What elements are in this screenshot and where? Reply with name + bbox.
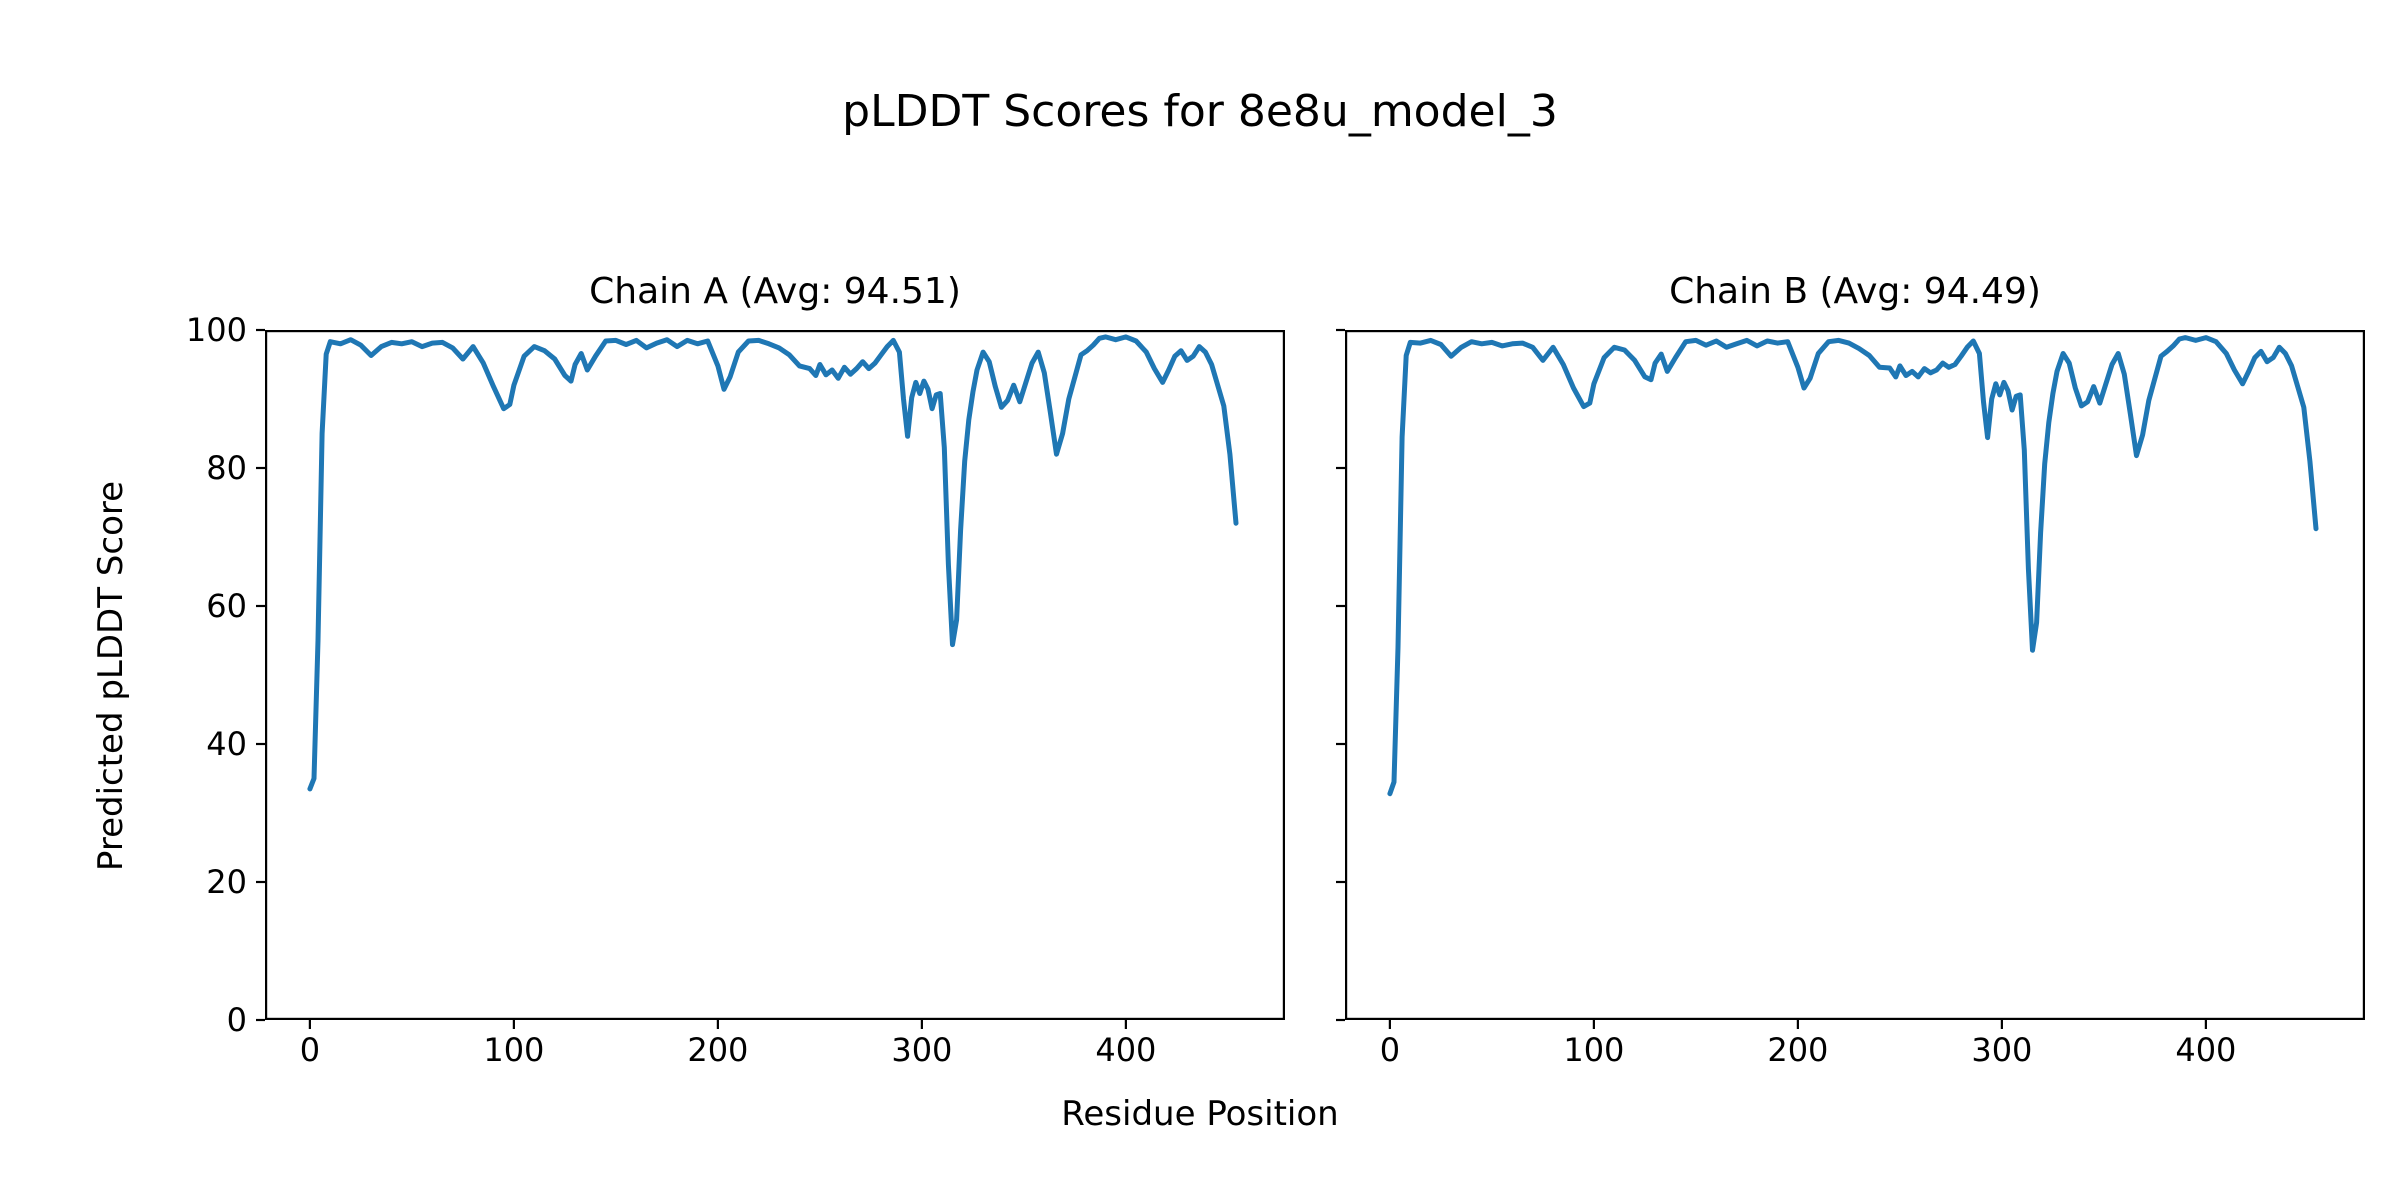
chain-b-line-chart: 0 100 200 300 400	[1336, 328, 2365, 1069]
figure-title: pLDDT Scores for 8e8u_model_3	[842, 86, 1558, 137]
y-tick-label: 20	[206, 863, 247, 901]
x-tick-label: 100	[1563, 1031, 1624, 1069]
x-tick-label: 200	[687, 1031, 748, 1069]
y-axis-label: Predicted pLDDT Score	[91, 480, 131, 872]
y-tick-label: 60	[206, 587, 247, 625]
x-tick-label: 0	[300, 1031, 320, 1069]
axes-frame	[265, 330, 1285, 1020]
x-axis-label: Residue Position	[1061, 1094, 1339, 1134]
y-tick-label: 80	[206, 449, 247, 487]
axes-frame	[1345, 330, 2365, 1020]
y-tick-label: 100	[186, 311, 247, 349]
chain-a-subplot-title: Chain A (Avg: 94.51)	[589, 271, 961, 312]
x-tick-label: 300	[891, 1031, 952, 1069]
x-tick-label: 400	[2175, 1031, 2236, 1069]
plddt-line	[1387, 335, 2319, 797]
x-tick-label: 100	[483, 1031, 544, 1069]
x-tick-label: 300	[1971, 1031, 2032, 1069]
plddt-line	[307, 334, 1239, 792]
chain-a-line-chart: 0 100 200 300 400 0 20 40 60 80 100	[186, 311, 1285, 1069]
x-tick-label: 400	[1095, 1031, 1156, 1069]
x-tick-label: 200	[1767, 1031, 1828, 1069]
chain-b-subplot-title: Chain B (Avg: 94.49)	[1669, 271, 2041, 312]
y-tick-label: 40	[206, 725, 247, 763]
y-tick-label: 0	[227, 1001, 247, 1039]
x-tick-label: 0	[1380, 1031, 1400, 1069]
